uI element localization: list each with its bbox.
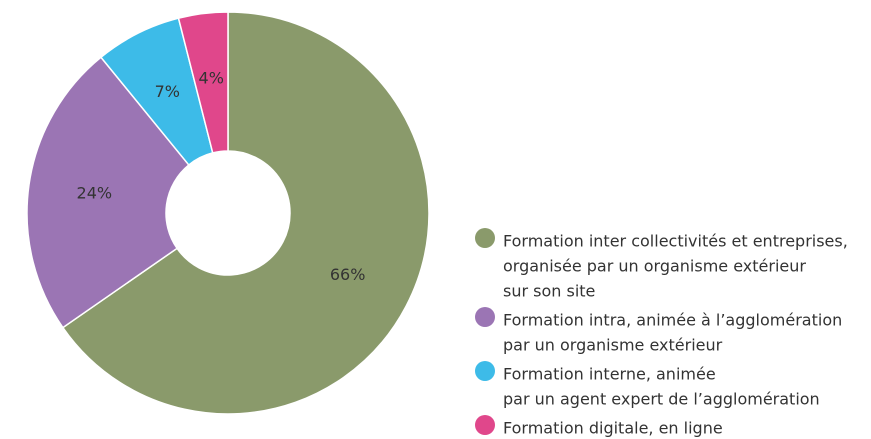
legend-label: organisée par un organisme extérieur [503,257,806,276]
legend-marker [475,228,495,248]
slice [61,11,430,415]
value-label: 7% [155,82,180,101]
legend-label: Formation inter collectivités et entrepr… [503,232,848,251]
slice [177,11,229,154]
legend-label: Formation interne, animée [503,365,716,384]
legend-label: par un agent expert de l’agglomération [503,390,820,409]
legend-label: par un organisme extérieur [503,336,723,355]
legend-label: sur son site [503,282,595,301]
value-label: 66% [330,265,366,284]
legend-marker [475,415,495,435]
legend-label: Formation digitale, en ligne [503,419,723,438]
legend-marker [475,307,495,327]
value-label: 24% [77,184,113,203]
slice [26,56,190,329]
legend-marker [475,361,495,381]
value-label: 4% [199,69,224,88]
legend-label: Formation intra, animée à l’agglomératio… [503,311,842,330]
